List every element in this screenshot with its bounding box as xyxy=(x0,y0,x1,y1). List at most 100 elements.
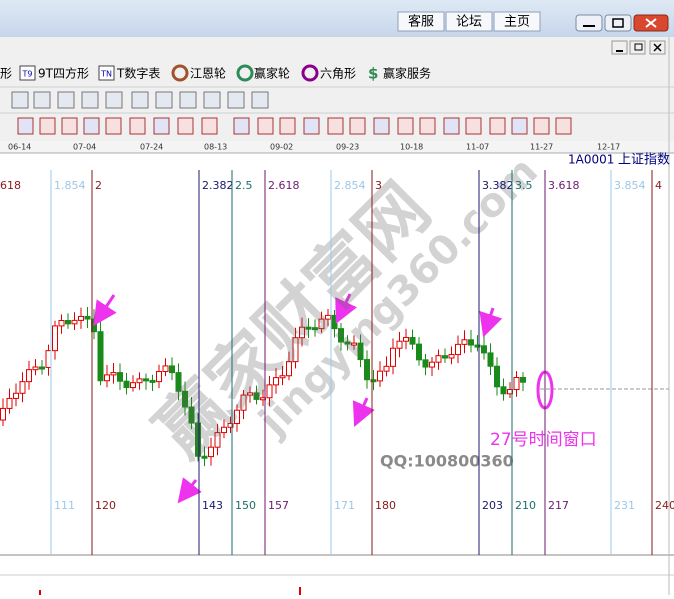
tool-button[interactable] xyxy=(227,91,245,109)
menu-button[interactable] xyxy=(397,11,445,32)
stock-code: 1A0001 xyxy=(568,153,614,167)
tool-button[interactable] xyxy=(17,117,34,135)
candle-body xyxy=(468,339,474,346)
tool-button[interactable] xyxy=(201,117,218,135)
tool-button[interactable] xyxy=(373,117,390,135)
fib-top-label: 1.854 xyxy=(54,179,86,192)
menu-label[interactable]: 客服 xyxy=(408,14,434,30)
tool-button[interactable] xyxy=(129,117,146,135)
menu-strip xyxy=(0,37,674,59)
tool-button[interactable] xyxy=(533,117,550,135)
stock-name: 上证指数 xyxy=(618,153,670,168)
toolbar-item[interactable]: 江恩轮 xyxy=(190,67,226,81)
tool-icon[interactable] xyxy=(19,65,36,81)
tool-icon[interactable] xyxy=(98,65,115,81)
tool-button[interactable] xyxy=(419,117,436,135)
toolbar-item[interactable]: 形 xyxy=(0,67,12,81)
fib-top-label: 2.5 xyxy=(235,179,253,192)
tool-button[interactable] xyxy=(33,91,51,109)
tool-button[interactable] xyxy=(83,117,100,135)
tool-button[interactable] xyxy=(179,91,197,109)
tool-button[interactable] xyxy=(555,117,572,135)
minimize-button[interactable] xyxy=(575,14,603,32)
mdi-min[interactable] xyxy=(611,40,628,55)
candle-body xyxy=(279,375,286,379)
date-label: 08-13 xyxy=(204,143,227,152)
fib-bottom-label: 210 xyxy=(515,499,536,512)
candle-body xyxy=(513,377,520,391)
fib-top-label: 3.618 xyxy=(548,179,580,192)
candle-body xyxy=(344,341,351,345)
candle-body xyxy=(169,365,175,374)
fib-bottom-label: 143 xyxy=(202,499,223,512)
candle-body xyxy=(481,345,487,354)
tool-button[interactable] xyxy=(105,91,123,109)
tool-button[interactable] xyxy=(105,117,122,135)
candle-body xyxy=(234,409,240,425)
mdi-controls xyxy=(611,40,666,55)
tool-icon[interactable] xyxy=(301,64,319,82)
candle-body xyxy=(136,378,143,384)
tool-button[interactable] xyxy=(11,91,29,109)
menu-label[interactable]: 论坛 xyxy=(456,15,482,30)
tool-button[interactable] xyxy=(349,117,366,135)
candle-body xyxy=(175,372,182,392)
fib-top-label: 2 xyxy=(95,179,102,192)
tool-button[interactable] xyxy=(203,91,221,109)
tool-icon[interactable] xyxy=(171,64,189,82)
candle-body xyxy=(39,366,45,370)
tool-button[interactable] xyxy=(397,117,414,135)
tool-button[interactable] xyxy=(465,117,482,135)
tool-button[interactable] xyxy=(327,117,344,135)
fib-bottom-label: 120 xyxy=(95,499,116,512)
tool-button[interactable] xyxy=(279,117,296,135)
menu-label[interactable]: 主页 xyxy=(504,15,530,30)
tool-button[interactable] xyxy=(155,91,173,109)
tool-button[interactable] xyxy=(443,117,460,135)
toolbar-item[interactable]: 赢家轮 xyxy=(254,66,290,81)
tool-button[interactable] xyxy=(81,91,99,109)
candle-body xyxy=(416,343,422,361)
menu-button[interactable] xyxy=(445,11,493,32)
candle-body xyxy=(351,342,357,346)
toolbar-item[interactable]: 六角形 xyxy=(320,67,356,81)
date-label: 11-27 xyxy=(530,143,553,152)
tool-button[interactable] xyxy=(511,117,528,135)
candle-body xyxy=(188,406,195,424)
tool-icon[interactable] xyxy=(236,64,254,82)
candle-body xyxy=(357,342,364,361)
tool-icon-label[interactable]: T9 xyxy=(22,70,33,79)
candle-body xyxy=(318,318,325,330)
date-label: 09-02 xyxy=(270,143,293,152)
candle-body xyxy=(273,377,279,386)
tool-button[interactable] xyxy=(251,91,269,109)
toolbar-item[interactable]: 赢家服务 xyxy=(383,66,431,81)
maximize-button[interactable] xyxy=(604,14,632,32)
fib-top-label: 2.618 xyxy=(268,179,300,192)
date-label: 11-07 xyxy=(466,143,489,152)
mdi-restore[interactable] xyxy=(629,40,646,55)
candle-body xyxy=(201,455,208,459)
tool-button[interactable] xyxy=(233,117,250,135)
toolbar-item[interactable]: 9T四方形 xyxy=(38,66,89,81)
tool-button[interactable] xyxy=(57,91,75,109)
candle-body xyxy=(221,426,227,434)
tool-button[interactable] xyxy=(177,117,194,135)
tool-button[interactable] xyxy=(257,117,274,135)
tool-button[interactable] xyxy=(489,117,506,135)
tool-button[interactable] xyxy=(303,117,320,135)
tool-button[interactable] xyxy=(39,117,56,135)
candle-body xyxy=(299,326,305,339)
tool-button[interactable] xyxy=(153,117,170,135)
tool-icon[interactable]: $ xyxy=(368,65,378,83)
candle-body xyxy=(208,446,214,458)
toolbar-item[interactable]: T数字表 xyxy=(116,66,160,81)
tool-button[interactable] xyxy=(61,117,78,135)
candle-body xyxy=(117,372,123,382)
tool-icon-label[interactable]: TN xyxy=(100,70,112,79)
candle-body xyxy=(130,382,136,389)
candle-body xyxy=(104,374,110,382)
menu-button[interactable] xyxy=(493,11,541,32)
tool-button[interactable] xyxy=(131,91,149,109)
